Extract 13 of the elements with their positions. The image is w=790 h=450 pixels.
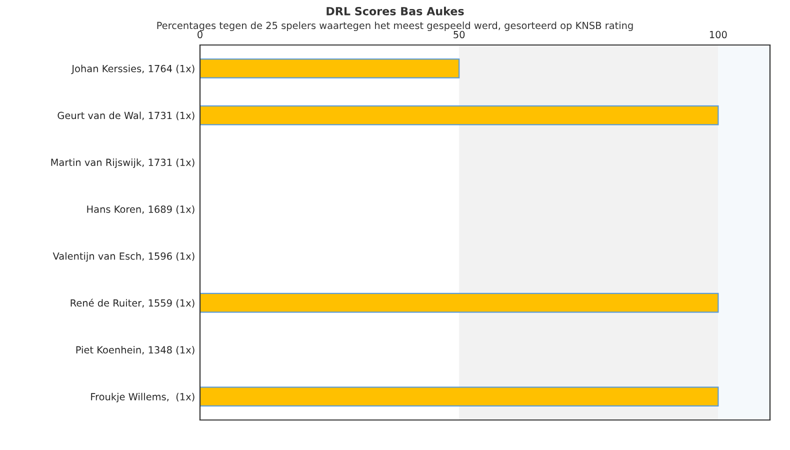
y-tick-label: Johan Kerssies, 1764 (1x): [71, 64, 194, 74]
x-tick-label: 50: [454, 30, 465, 38]
y-tick-label: Valentijn van Esch, 1596 (1x): [52, 252, 194, 262]
y-tick-label: Piet Koenhein, 1348 (1x): [76, 346, 194, 355]
x-tick-label: 100: [710, 30, 727, 38]
y-tick-label: Martin van Rijswijk, 1731 (1x): [51, 158, 194, 168]
x-tick-label: 0: [198, 30, 202, 38]
y-tick-label: Froukje Willems, (1x): [91, 392, 194, 402]
y-tick-label: Hans Koren, 1689 (1x): [87, 205, 194, 214]
chart-title: DRL Scores Bas Aukes: [326, 6, 464, 16]
y-tick-label: René de Ruiter, 1559 (1x): [70, 298, 194, 308]
chart-subtitle: Percentages tegen de 25 spelers waartegen het meest gespeeld werd, gesorteerd op KNSB rating: [157, 22, 633, 32]
y-tick-label: Geurt van de Wal, 1731 (1x): [58, 112, 194, 120]
